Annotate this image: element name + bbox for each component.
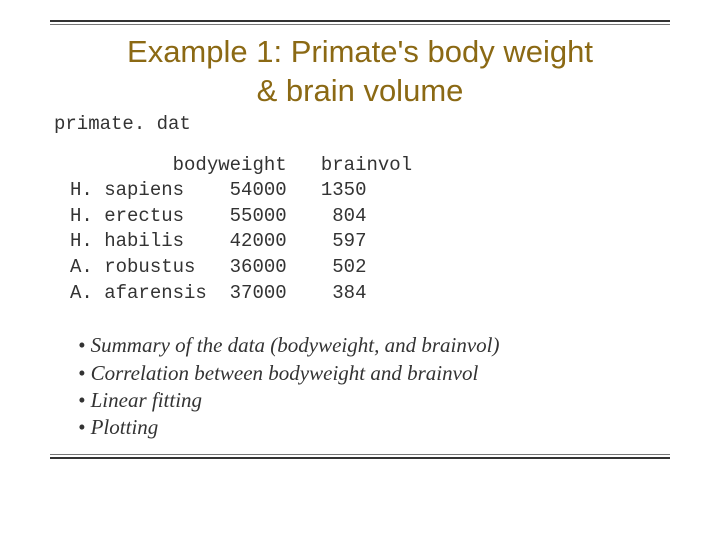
table-row: H. sapiens 54000 1350 bbox=[70, 179, 366, 201]
table-row: A. robustus 36000 502 bbox=[70, 256, 366, 278]
table-header: bodyweight brainvol bbox=[70, 154, 412, 176]
bullet-item: • Summary of the data (bodyweight, and b… bbox=[78, 332, 670, 359]
top-rule-thin bbox=[50, 24, 670, 25]
bullet-list: • Summary of the data (bodyweight, and b… bbox=[78, 332, 670, 441]
bottom-rule-thick bbox=[50, 457, 670, 459]
bullet-item: • Plotting bbox=[78, 414, 670, 441]
title-line-1: Example 1: Primate's body weight bbox=[127, 34, 593, 69]
title-line-2: & brain volume bbox=[257, 73, 464, 108]
bullet-item: • Correlation between bodyweight and bra… bbox=[78, 360, 670, 387]
table-row: A. afarensis 37000 384 bbox=[70, 282, 366, 304]
bottom-rule-thin bbox=[50, 454, 670, 455]
table-row: H. erectus 55000 804 bbox=[70, 205, 366, 227]
bullet-item: • Linear fitting bbox=[78, 387, 670, 414]
top-rule-thick bbox=[50, 20, 670, 22]
table-row: H. habilis 42000 597 bbox=[70, 230, 366, 252]
data-table: bodyweight brainvol H. sapiens 54000 135… bbox=[70, 153, 670, 307]
data-filename: primate. dat bbox=[54, 113, 670, 135]
slide-title: Example 1: Primate's body weight & brain… bbox=[50, 33, 670, 111]
